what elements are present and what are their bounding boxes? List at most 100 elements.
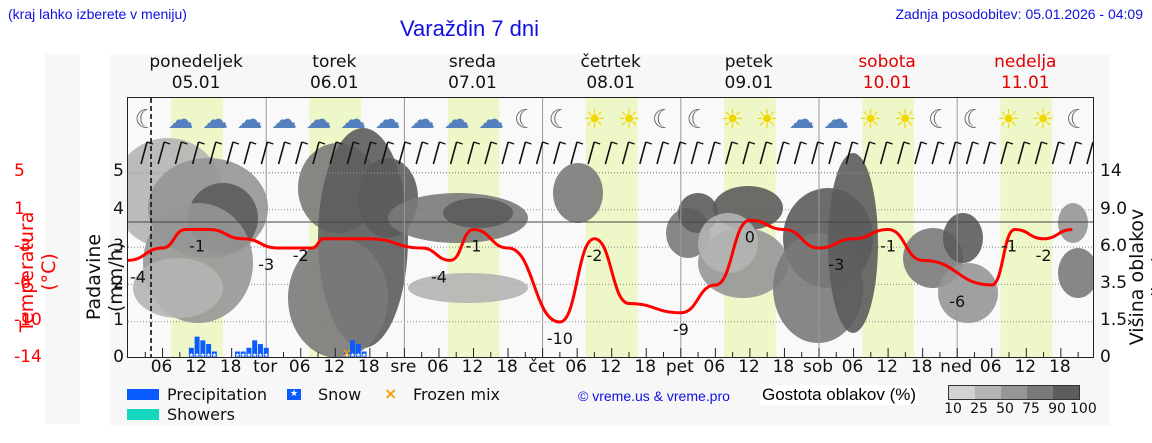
svg-text:★: ★: [206, 352, 211, 358]
wind-barb-icon: [1000, 141, 1008, 165]
x-tick: čet: [528, 357, 555, 377]
cloud-density-area: [1058, 248, 1093, 298]
precipitation-bar: [263, 347, 269, 357]
x-tick: 06: [703, 357, 726, 377]
day-name: petek: [724, 52, 773, 72]
day-name: nedelja: [994, 52, 1057, 72]
cloud-height-tick: 6.0: [1100, 236, 1128, 256]
cloud-density-area: [408, 273, 528, 303]
x-tick: ned: [940, 357, 973, 377]
svg-text:★: ★: [189, 352, 194, 358]
x-tick: 12: [323, 357, 346, 377]
x-tick: pet: [665, 357, 694, 377]
sun-cloud-icon: ☀: [893, 105, 916, 135]
cloud-icon: ☁: [237, 105, 263, 135]
day-header-1: torek 06.01: [264, 52, 404, 94]
temp-tick: 5: [14, 161, 25, 181]
temp-tick: -6: [14, 273, 31, 293]
wind-barb-icon: [174, 141, 183, 165]
sun-cloud-icon: ☀: [583, 105, 606, 135]
precip-tick: 1: [113, 310, 124, 330]
day-header-4: petek 09.01: [679, 52, 819, 94]
cloud-height-tick: 9.0: [1100, 199, 1128, 219]
credit-link[interactable]: © vreme.us & vreme.pro: [578, 388, 730, 404]
x-tick: 06: [150, 357, 173, 377]
x-tick: sob: [802, 357, 834, 377]
moon-cloud-icon: ☾: [962, 105, 985, 135]
sun-cloud-icon: ☀: [859, 105, 882, 135]
precipitation-bar: [344, 351, 350, 357]
precip-tick: 0: [113, 347, 124, 367]
cloud-icon: ☁: [444, 105, 470, 135]
day-date: 05.01: [171, 73, 221, 93]
day-date: 11.01: [1000, 73, 1050, 93]
precipitation-swatch: [127, 389, 159, 400]
x-tick: 06: [288, 357, 311, 377]
wind-barb-icon: [897, 141, 905, 165]
wind-barb-icon: [965, 141, 974, 165]
wind-barb-icon: [811, 141, 819, 165]
wind-barb-icon: [226, 141, 234, 165]
sun-cloud-icon: ☀: [755, 105, 778, 135]
wind-barb-icon: [312, 141, 320, 165]
wind-barb-icon: [260, 141, 269, 165]
temperature-label: -2: [1036, 246, 1052, 265]
temp-tick: -10: [14, 310, 42, 330]
precipitation-bar: [206, 344, 212, 357]
temperature-label: -1: [466, 237, 482, 256]
precip-tick: 5: [113, 161, 124, 181]
sun-cloud-icon: ☀: [721, 105, 744, 135]
day-name: četrtek: [580, 52, 641, 72]
precipitation-bar: [355, 344, 361, 357]
x-tick: 18: [910, 357, 933, 377]
wind-barb-icon: [553, 141, 561, 165]
precipitation-bar: [246, 347, 252, 357]
moon-cloud-icon: ☾: [928, 105, 951, 135]
wind-barb-icon: [776, 141, 785, 165]
wind-barb-icon: [1069, 141, 1077, 165]
cloud-icon: ☁: [202, 105, 228, 135]
temp-tick: -14: [14, 347, 42, 367]
day-name: torek: [312, 52, 357, 72]
svg-text:★: ★: [194, 352, 199, 358]
region-menu-hint: (kraj lahko izberete v meniju): [8, 6, 187, 22]
wind-barb-icon: [1034, 141, 1043, 165]
moon-cloud-icon: ☾: [686, 105, 709, 135]
svg-text:★: ★: [350, 352, 355, 358]
cloud-density-area: [443, 198, 513, 228]
day-header-0: ponedeljek 05.01: [126, 52, 266, 94]
wind-barb-icon: [449, 141, 458, 165]
temperature-label: -6: [949, 292, 965, 311]
frozen-mix-marker: ×: [342, 346, 352, 358]
temperature-label: -3: [258, 255, 274, 274]
x-tick: 12: [599, 357, 622, 377]
cloud-density-area: [553, 163, 603, 223]
svg-text:★: ★: [246, 352, 251, 358]
temperature-label: -1: [1001, 237, 1017, 256]
wind-barb-icon: [948, 141, 957, 165]
wind-barb-icon: [346, 141, 355, 165]
last-update: Zadnja posodobitev: 05.01.2026 - 04:09: [895, 6, 1143, 22]
cloud-icon: ☁: [823, 105, 849, 135]
moon-cloud-icon: ☾: [652, 105, 675, 135]
page-title: Varaždin 7 dni: [400, 16, 540, 41]
day-name: sobota: [858, 52, 916, 72]
cloud-density-area: [938, 263, 998, 323]
x-tick: 12: [461, 357, 484, 377]
x-tick: 06: [565, 357, 587, 377]
cloud-height-axis-title: Višina oblakov (km): [1126, 208, 1152, 346]
wind-barb-icon: [759, 141, 767, 165]
cloud-density-area: [1058, 203, 1088, 243]
temperature-label: -4: [431, 267, 447, 286]
wind-barb-icon: [828, 141, 836, 165]
temperature-label: -1: [880, 237, 896, 256]
x-tick: 12: [876, 357, 898, 377]
wind-barb-icon: [862, 141, 871, 165]
svg-text:★: ★: [258, 352, 263, 358]
day-header-2: sreda 07.01: [403, 52, 543, 94]
moon-cloud-icon: ☾: [548, 105, 571, 135]
cloud-density-scale-labels: 10 25 50 75 90 100: [944, 401, 1097, 417]
sun-cloud-icon: ☀: [617, 105, 640, 135]
wind-barb-icon: [535, 141, 544, 165]
x-tick: 06: [427, 357, 449, 377]
